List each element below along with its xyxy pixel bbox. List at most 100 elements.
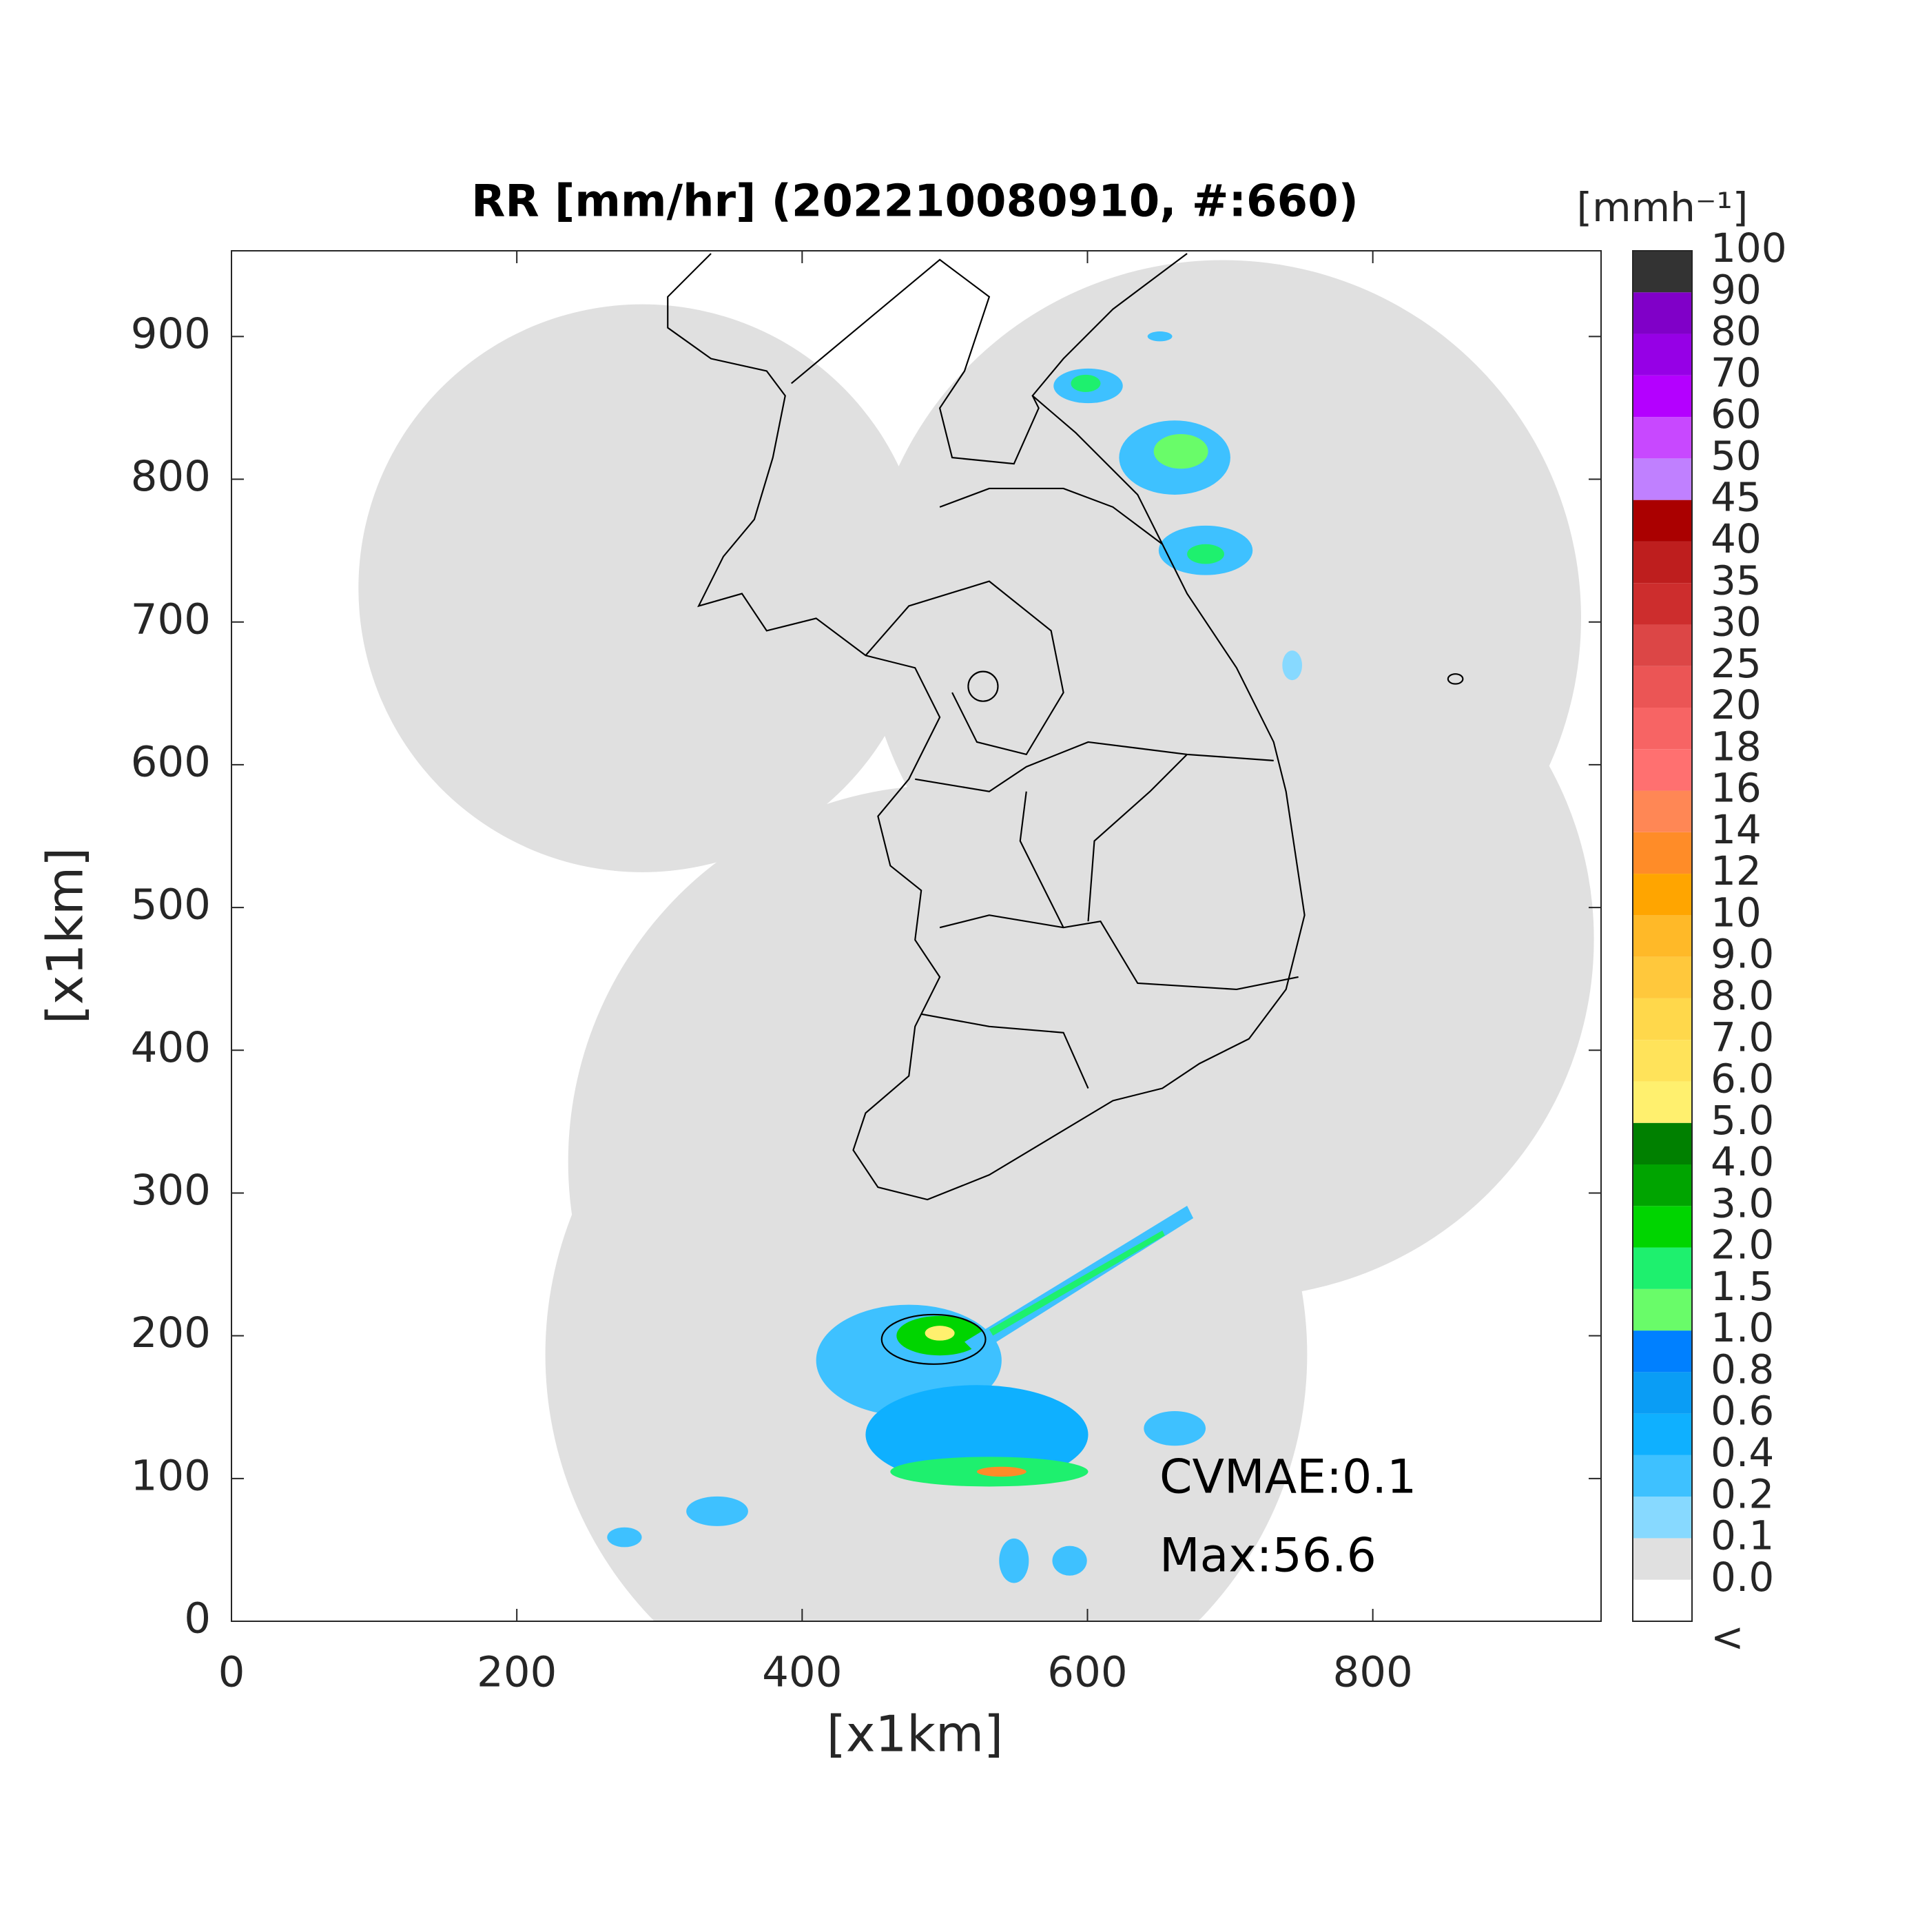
rain-echo <box>1187 544 1224 564</box>
colorbar-tick-label: 0.2 <box>1711 1470 1774 1517</box>
colorbar-segment <box>1633 333 1692 376</box>
colorbar-tick-label: 60 <box>1711 391 1762 438</box>
y-tick-label: 600 <box>131 737 211 786</box>
colorbar-segment <box>1633 541 1692 584</box>
border <box>1019 754 1188 928</box>
colorbar-below-label: < <box>1711 1614 1744 1661</box>
border <box>939 487 1163 545</box>
y-tick-label: 200 <box>131 1308 211 1357</box>
colorbar-tick-label: 9.0 <box>1711 931 1774 978</box>
chart-title: RR [mm/hr] (202210080910, #:660) <box>471 176 1359 227</box>
rain-echo <box>925 1326 955 1341</box>
colorbar-segment <box>1633 1040 1692 1082</box>
colorbar-segment <box>1633 417 1692 459</box>
rain-echo <box>1282 650 1303 681</box>
y-tick-label: 100 <box>131 1451 211 1500</box>
colorbar-tick-label: 0.6 <box>1711 1388 1774 1435</box>
colorbar-tick-label: 5.0 <box>1711 1097 1774 1144</box>
colorbar-segment <box>1633 956 1692 998</box>
map-layer <box>358 253 1594 1621</box>
y-tick-label: 900 <box>131 309 211 358</box>
colorbar-segment <box>1633 790 1692 832</box>
coastlines <box>667 253 1464 1365</box>
colorbar-segment <box>1633 666 1692 708</box>
y-axis-label: [x1km] <box>37 847 94 1024</box>
colorbar-segment <box>1633 874 1692 916</box>
border <box>921 1013 1089 1089</box>
colorbar-segment <box>1633 292 1692 334</box>
rain-echo <box>1052 1545 1087 1576</box>
colorbar-tick-label: 8.0 <box>1711 972 1774 1019</box>
colorbar-segment <box>1633 624 1692 666</box>
colorbar-title: [mmh⁻¹] <box>1577 184 1749 231</box>
colorbar-tick-label: 70 <box>1711 349 1762 396</box>
colorbar-segment <box>1633 1455 1692 1497</box>
rain-echo <box>1153 434 1208 469</box>
colorbar-segment <box>1633 998 1692 1040</box>
border <box>791 258 1040 465</box>
colorbar-segment <box>1633 1247 1692 1289</box>
colorbar-segment <box>1633 583 1692 625</box>
colorbar-segment <box>1633 915 1692 957</box>
colorbar-tick-label: 40 <box>1711 515 1762 562</box>
radar-coverage <box>358 260 1594 1621</box>
colorbar-tick-label: 0.0 <box>1711 1554 1774 1601</box>
rain-echo <box>999 1538 1029 1583</box>
colorbar-tick-label: 4.0 <box>1711 1138 1774 1185</box>
rain-echo <box>607 1527 642 1548</box>
rain-echo <box>976 1466 1027 1477</box>
y-tick-label: 800 <box>131 452 211 501</box>
colorbar-segment <box>1633 832 1692 874</box>
colorbar-tick-label: 45 <box>1711 474 1762 521</box>
colorbar-tick-label: 90 <box>1711 266 1762 313</box>
colorbar-tick-label: 1.5 <box>1711 1263 1774 1310</box>
x-tick-label: 800 <box>1332 1648 1412 1697</box>
colorbar-segment <box>1633 1288 1692 1331</box>
colorbar-tick-label: 100 <box>1711 225 1787 271</box>
rain-echo <box>1147 331 1173 342</box>
colorbar-segment <box>1633 1413 1692 1455</box>
colorbar-tick-label: 18 <box>1711 723 1762 770</box>
colorbar-tick-label: 7.0 <box>1711 1014 1774 1060</box>
colorbar-tick-label: 6.0 <box>1711 1056 1774 1102</box>
colorbar-segment <box>1633 1122 1692 1164</box>
colorbar-segment <box>1633 1081 1692 1123</box>
y-tick-label: 0 <box>184 1594 211 1643</box>
jeju-coast <box>880 1313 987 1365</box>
x-axis-label: [x1km] <box>827 1705 1003 1763</box>
colorbar-segment <box>1633 500 1692 542</box>
colorbar-tick-label: 10 <box>1711 889 1762 936</box>
coverage-circle <box>358 304 927 872</box>
y-tick-label: 500 <box>131 881 211 929</box>
rain-echo <box>686 1496 748 1526</box>
colorbar-segment <box>1633 749 1692 791</box>
border <box>865 580 1064 756</box>
colorbar-tick-label: 14 <box>1711 806 1762 853</box>
colorbar-tick-label: 16 <box>1711 765 1762 812</box>
coastline <box>667 253 1306 1201</box>
colorbar-tick-label: 3.0 <box>1711 1180 1774 1226</box>
colorbar-segment <box>1633 1497 1692 1539</box>
colorbar-tick-label: 2.0 <box>1711 1222 1774 1268</box>
y-tick-label: 400 <box>131 1023 211 1072</box>
colorbar-tick-label: 25 <box>1711 640 1762 687</box>
colorbar-tick-label: 50 <box>1711 432 1762 479</box>
plot-frame <box>231 250 1602 1622</box>
y-tick-label: 700 <box>131 595 211 644</box>
x-tick-label: 200 <box>477 1648 557 1697</box>
colorbar-tick-label: 0.4 <box>1711 1429 1774 1476</box>
border <box>915 741 1274 792</box>
coverage-circle <box>545 974 1308 1621</box>
colorbar-tick-label: 20 <box>1711 681 1762 728</box>
colorbar-tick-label: 80 <box>1711 308 1762 355</box>
colorbar-segment <box>1633 1579 1692 1621</box>
border <box>939 914 1299 991</box>
colorbar-segment <box>1633 1330 1692 1373</box>
annotation: Max:56.6 <box>1159 1529 1376 1583</box>
colorbar-segment <box>1633 1164 1692 1206</box>
rain-echo <box>1144 1410 1206 1446</box>
colorbar-segment <box>1633 1206 1692 1248</box>
ulleung-coast <box>1447 673 1464 685</box>
rain-echo <box>989 1230 1165 1336</box>
